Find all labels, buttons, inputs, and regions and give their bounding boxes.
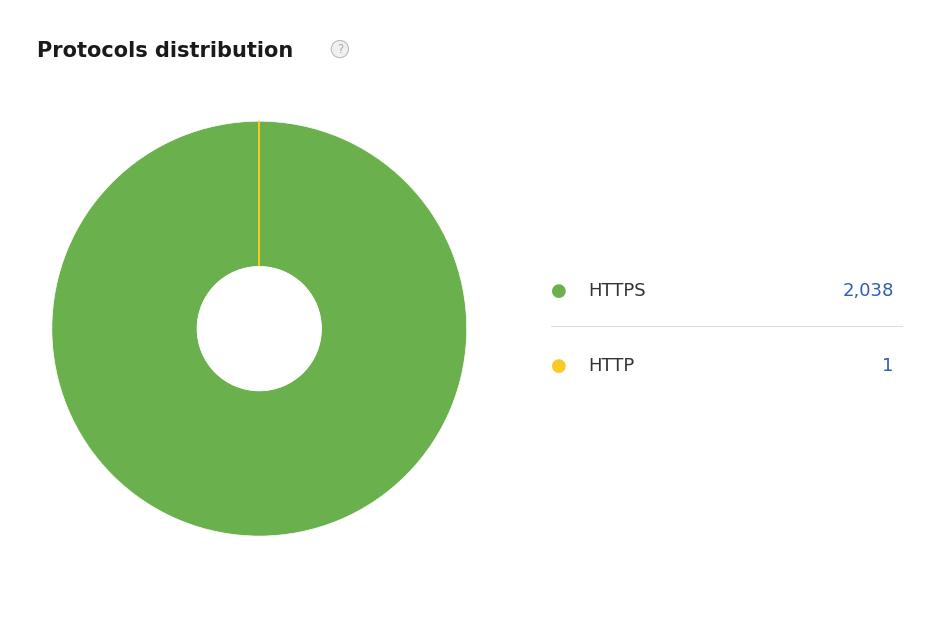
Text: HTTP: HTTP [588, 357, 634, 375]
Text: HTTPS: HTTPS [588, 282, 645, 300]
Text: 1: 1 [882, 357, 894, 375]
Wedge shape [52, 121, 467, 536]
Circle shape [197, 267, 321, 391]
Text: ?: ? [337, 43, 343, 56]
Text: ●: ● [551, 282, 567, 300]
Text: ●: ● [551, 357, 567, 375]
Text: 2,038: 2,038 [843, 282, 894, 300]
Text: Protocols distribution: Protocols distribution [37, 41, 294, 61]
